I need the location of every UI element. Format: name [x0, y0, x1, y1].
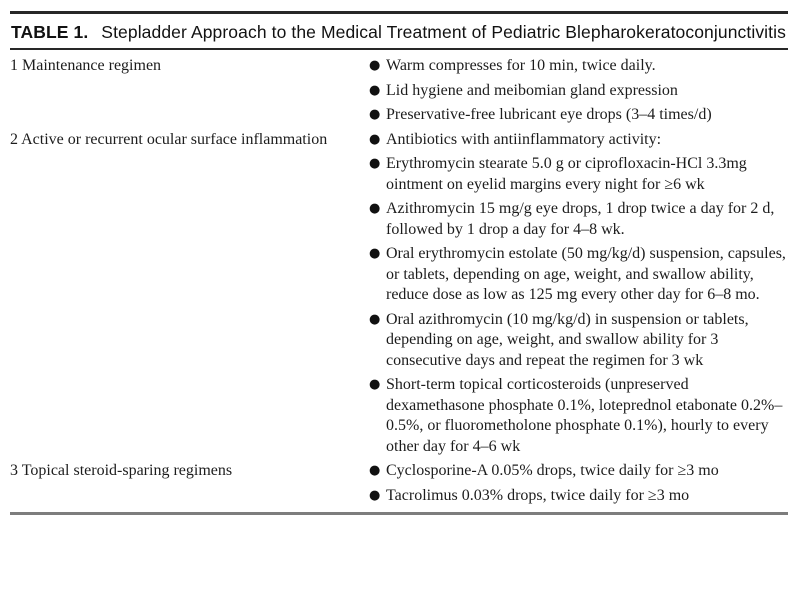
treatment-text: Tacrolimus 0.03% drops, twice daily for …	[386, 486, 690, 504]
treatment-item: ● Warm compresses for 10 min, twice dail…	[369, 56, 788, 77]
table-title: TABLE 1. Stepladder Approach to the Medic…	[11, 21, 788, 43]
bullet-icon: ●	[369, 82, 381, 98]
step-label: 2 Active or recurrent ocular surface inf…	[10, 130, 328, 148]
treatment-text: Erythromycin stearate 5.0 g or ciproflox…	[386, 155, 747, 193]
table-body: 1 Maintenance regimen ● Warm compresses …	[10, 50, 788, 510]
step-label: 3 Topical steroid-sparing regimens	[10, 462, 233, 479]
treatment-items: ● Warm compresses for 10 min, twice dail…	[369, 56, 788, 130]
treatment-item: ● Antibiotics with antiinflammatory acti…	[369, 130, 788, 151]
treatment-text: Warm compresses for 10 min, twice daily.	[386, 57, 656, 74]
treatment-text: Short-term topical corticosteroids (unpr…	[386, 376, 783, 455]
bullet-icon: ●	[369, 107, 381, 122]
table-row: 1 Maintenance regimen ● Warm compresses …	[10, 56, 788, 130]
bullet-icon: ●	[369, 311, 381, 327]
treatment-text: Oral erythromycin estolate (50 mg/kg/d) …	[386, 245, 786, 303]
bullet-icon: ●	[369, 487, 381, 503]
treatment-item: ● Erythromycin stearate 5.0 g or ciprofl…	[369, 154, 788, 195]
treatment-text: Azithromycin 15 mg/g eye drops, 1 drop t…	[386, 200, 775, 238]
treatment-item: ● Azithromycin 15 mg/g eye drops, 1 drop…	[369, 199, 788, 240]
treatment-text: Preservative-free lubricant eye drops (3…	[386, 106, 712, 123]
treatment-text: Lid hygiene and meibomian gland expressi…	[386, 81, 678, 99]
bullet-icon: ●	[369, 156, 381, 171]
treatment-item: ● Oral azithromycin (10 mg/kg/d) in susp…	[369, 310, 788, 372]
treatment-text: Cyclosporine-A 0.05% drops, twice daily …	[386, 462, 719, 479]
step-label: 1 Maintenance regimen	[10, 57, 162, 74]
treatment-item: ● Tacrolimus 0.03% drops, twice daily fo…	[369, 486, 788, 507]
bullet-icon: ●	[369, 201, 381, 216]
treatment-items: ● Cyclosporine-A 0.05% drops, twice dail…	[369, 461, 788, 510]
bottom-rule	[10, 512, 788, 515]
treatment-item: ● Preservative-free lubricant eye drops …	[369, 105, 788, 126]
bullet-icon: ●	[369, 58, 381, 73]
header-rule	[10, 48, 788, 50]
table-row: 3 Topical steroid-sparing regimens ● Cyc…	[10, 461, 788, 510]
treatment-text: Oral azithromycin (10 mg/kg/d) in suspen…	[386, 310, 749, 369]
bullet-icon: ●	[369, 246, 381, 261]
treatment-item: ● Cyclosporine-A 0.05% drops, twice dail…	[369, 461, 788, 482]
table-number-label: TABLE 1.	[11, 22, 89, 42]
top-rule	[10, 11, 788, 14]
treatment-items: ● Antibiotics with antiinflammatory acti…	[369, 130, 788, 462]
bullet-icon: ●	[369, 131, 381, 147]
treatment-item: ● Lid hygiene and meibomian gland expres…	[369, 81, 788, 102]
bullet-icon: ●	[369, 463, 381, 478]
table-caption: Stepladder Approach to the Medical Treat…	[101, 22, 786, 42]
treatment-item: ● Oral erythromycin estolate (50 mg/kg/d…	[369, 244, 788, 306]
treatment-text: Antibiotics with antiinflammatory activi…	[386, 130, 662, 148]
bullet-icon: ●	[369, 377, 381, 392]
table-row: 2 Active or recurrent ocular surface inf…	[10, 130, 788, 462]
treatment-item: ● Short-term topical corticosteroids (un…	[369, 375, 788, 457]
